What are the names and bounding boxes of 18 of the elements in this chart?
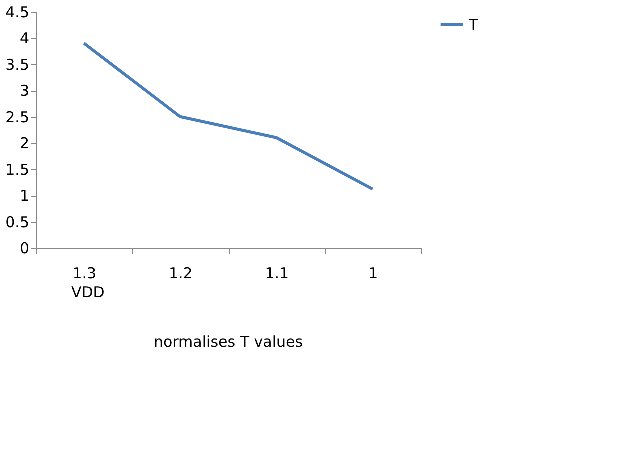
x-tick-label: 1.3 <box>72 264 97 282</box>
x-tick-label: 1.1 <box>265 264 290 282</box>
x-tick-label: 1.2 <box>168 264 193 282</box>
line-series <box>82 42 374 191</box>
y-tick-label: 2.5 <box>6 108 30 126</box>
y-tick-label: 0 <box>20 240 30 258</box>
text: normalises T values <box>154 333 304 351</box>
y-tick-label: 1 <box>20 187 30 206</box>
y-tick-label: 4 <box>20 30 30 48</box>
y-tick-label: 0.5 <box>6 213 30 232</box>
legend-label: T <box>468 16 479 34</box>
y-tick-label: 1.5 <box>6 160 30 179</box>
x-axis-title: VDD <box>72 284 105 302</box>
y-tick-label: 4.5 <box>6 4 30 22</box>
y-tick-label: 2 <box>20 134 30 153</box>
y-tick-label: 3 <box>20 82 30 100</box>
x-tick-label: 1 <box>368 264 378 282</box>
y-tick-label: 3.5 <box>6 56 30 74</box>
